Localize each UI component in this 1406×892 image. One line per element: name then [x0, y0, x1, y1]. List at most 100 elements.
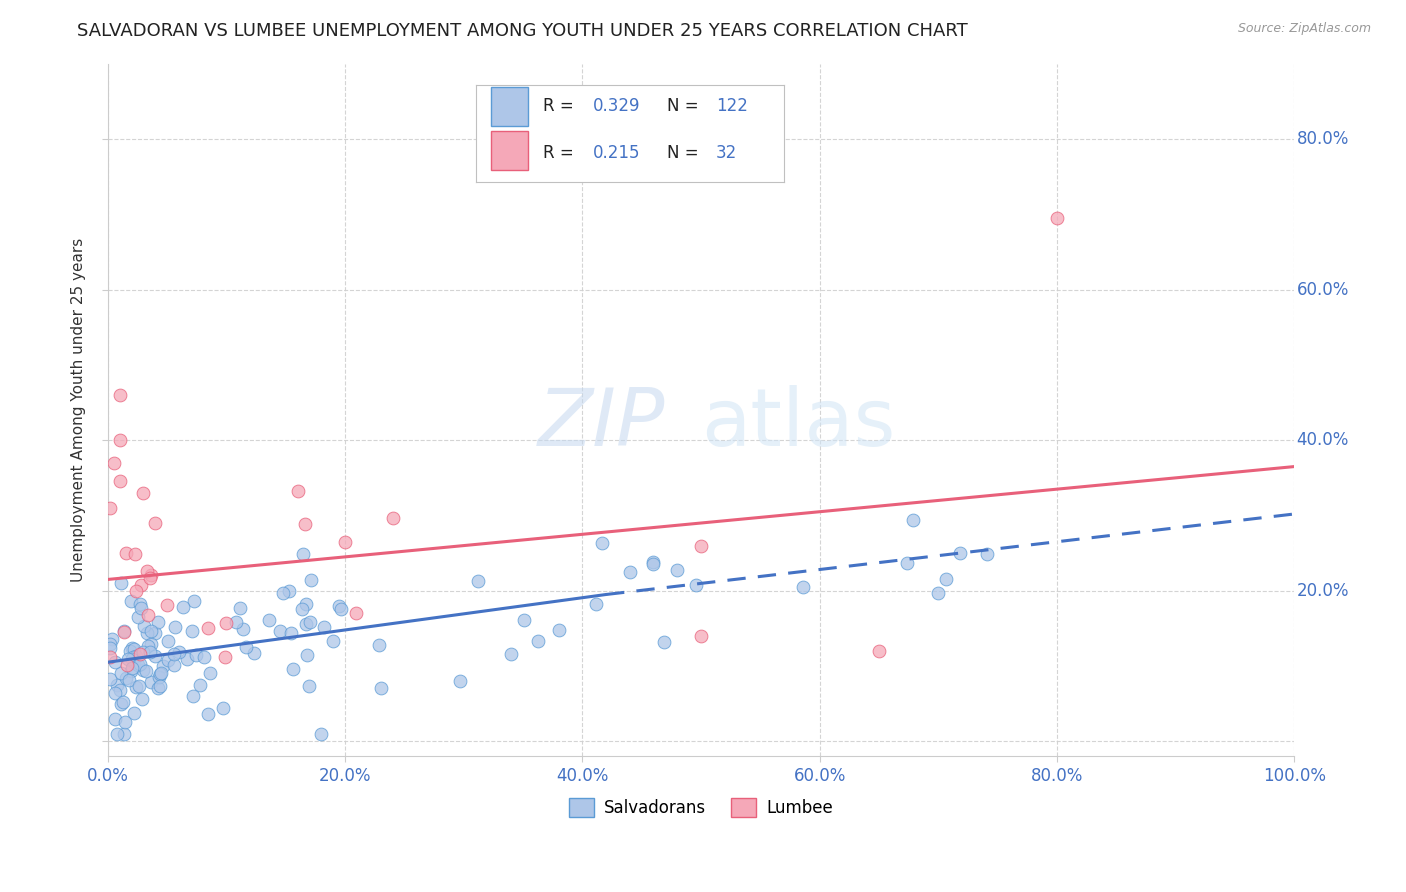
Point: [1046, 211, 1069, 226]
Point: [149, 679, 172, 693]
Point: [108, 683, 131, 698]
Point: [128, 679, 150, 693]
Point: [152, 658, 174, 673]
Point: [141, 637, 163, 651]
Point: [112, 727, 135, 741]
Point: [107, 678, 129, 692]
Point: [295, 648, 318, 663]
Point: [98, 672, 121, 686]
Point: [212, 701, 235, 715]
Point: [118, 673, 141, 687]
Point: [215, 616, 238, 631]
Point: [129, 647, 152, 661]
Point: [792, 580, 814, 594]
Point: [370, 681, 392, 696]
Point: [299, 573, 322, 587]
Point: [654, 635, 676, 649]
Point: [148, 615, 170, 629]
Point: [172, 600, 194, 615]
Point: [143, 648, 166, 663]
Point: [141, 624, 163, 639]
Point: [243, 647, 266, 661]
Point: [690, 539, 713, 553]
Point: [283, 662, 305, 676]
Point: [110, 697, 132, 711]
Point: [162, 658, 184, 673]
Point: [328, 599, 350, 613]
Point: [181, 624, 204, 639]
Point: [198, 666, 221, 681]
Point: [108, 388, 131, 402]
Point: [585, 597, 607, 611]
Point: [225, 615, 247, 629]
Point: [548, 623, 571, 637]
Point: [176, 652, 198, 666]
Point: [129, 597, 152, 611]
Point: [295, 616, 318, 631]
Point: [298, 679, 321, 693]
Point: [124, 548, 146, 562]
Point: [121, 651, 143, 665]
Point: [124, 680, 146, 694]
Point: [125, 648, 148, 663]
Point: [135, 665, 157, 679]
Point: [148, 681, 170, 696]
Point: [333, 535, 356, 549]
Point: [235, 640, 257, 655]
Point: [156, 598, 179, 612]
Point: [294, 516, 316, 531]
Point: [104, 712, 127, 726]
Point: [132, 663, 155, 677]
Point: [98, 650, 121, 665]
Text: 40.0%: 40.0%: [1296, 431, 1348, 450]
Point: [903, 513, 925, 527]
Point: [690, 629, 713, 643]
Point: [136, 626, 159, 640]
Point: [193, 649, 215, 664]
Text: ZIP: ZIP: [538, 385, 665, 463]
Point: [619, 566, 641, 580]
Point: [110, 474, 132, 488]
Point: [136, 608, 159, 623]
Point: [131, 692, 153, 706]
Point: [467, 574, 489, 588]
Point: [98, 637, 121, 651]
Point: [291, 547, 314, 561]
Text: 20.0%: 20.0%: [1296, 582, 1348, 599]
Legend: Salvadorans, Lumbee: Salvadorans, Lumbee: [562, 791, 839, 824]
Point: [139, 674, 162, 689]
Point: [104, 686, 127, 700]
Point: [124, 706, 146, 720]
Point: [149, 666, 172, 681]
Point: [298, 615, 321, 629]
Point: [132, 486, 155, 500]
Point: [641, 555, 664, 569]
Point: [183, 594, 205, 608]
Point: [273, 585, 295, 599]
Point: [312, 620, 335, 634]
Point: [868, 644, 890, 658]
Point: [665, 563, 688, 577]
Point: [257, 613, 280, 627]
Point: [112, 625, 135, 640]
Point: [127, 609, 149, 624]
Point: [150, 665, 173, 680]
Point: [122, 650, 145, 665]
Point: [127, 658, 149, 673]
Point: [499, 648, 522, 662]
Point: [382, 511, 405, 525]
Point: [184, 648, 207, 662]
Point: [229, 600, 252, 615]
Point: [163, 647, 186, 661]
Point: [449, 674, 471, 689]
Point: [139, 645, 162, 659]
Point: [591, 535, 613, 549]
Point: [291, 602, 314, 616]
Point: [122, 655, 145, 669]
Point: [110, 666, 132, 681]
Text: 80.0%: 80.0%: [1296, 130, 1348, 148]
Point: [141, 568, 163, 582]
Point: [105, 727, 128, 741]
Point: [115, 546, 138, 560]
Point: [132, 645, 155, 659]
